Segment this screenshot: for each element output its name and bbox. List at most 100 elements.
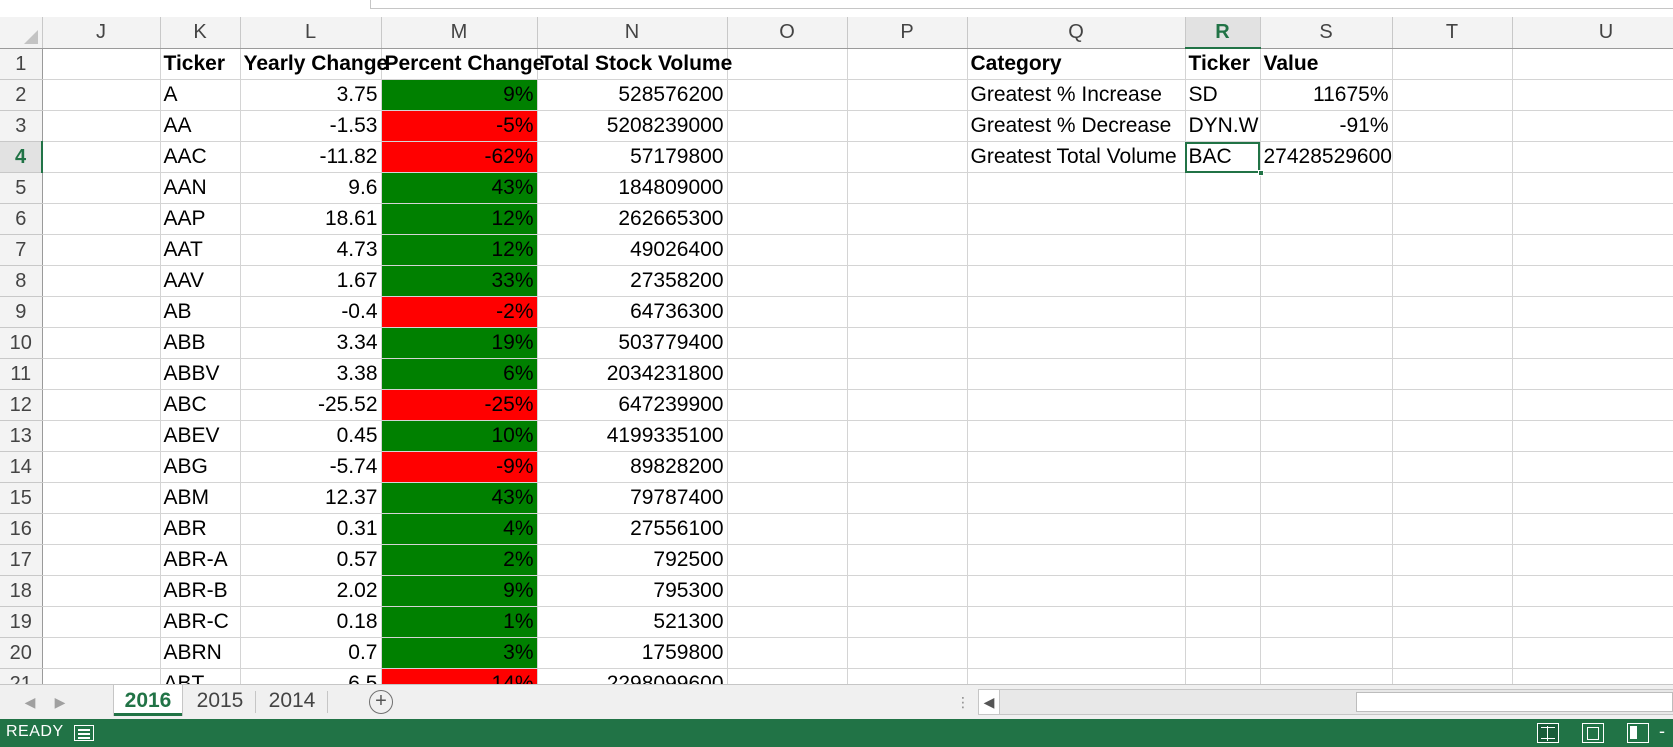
row-header[interactable]: 19	[0, 606, 43, 638]
cell-r[interactable]	[1185, 420, 1261, 452]
total-volume-cell[interactable]: 792500	[537, 544, 728, 576]
percent-change-cell[interactable]: 12%	[381, 203, 538, 235]
cell-p[interactable]	[847, 358, 968, 390]
yearly-change-cell[interactable]: 3.75	[240, 79, 382, 111]
sheet-tab-2014[interactable]: 2014	[268, 689, 316, 712]
cell-p[interactable]	[847, 420, 968, 452]
cell-o[interactable]	[727, 172, 848, 204]
cell-p[interactable]	[847, 389, 968, 421]
cell-r[interactable]	[1185, 482, 1261, 514]
percent-change-cell[interactable]: -25%	[381, 389, 538, 421]
cell-o[interactable]	[727, 482, 848, 514]
cell-j[interactable]	[42, 451, 161, 483]
cell-p[interactable]	[847, 451, 968, 483]
cell-j[interactable]	[42, 513, 161, 545]
cell-q[interactable]	[967, 265, 1186, 297]
cell-p[interactable]	[847, 327, 968, 359]
cell-t[interactable]	[1392, 79, 1513, 111]
yearly-change-cell[interactable]: 0.57	[240, 544, 382, 576]
row-header[interactable]: 10	[0, 327, 43, 359]
row-header[interactable]: 15	[0, 482, 43, 514]
row-header[interactable]: 14	[0, 451, 43, 483]
cell-t[interactable]	[1392, 451, 1513, 483]
total-volume-cell[interactable]: 27358200	[537, 265, 728, 297]
cell-p[interactable]	[847, 544, 968, 576]
cell-o1[interactable]	[727, 48, 848, 80]
row-header[interactable]: 12	[0, 389, 43, 421]
column-header-n[interactable]: N	[537, 17, 728, 49]
cell-j[interactable]	[42, 110, 161, 142]
percent-change-cell[interactable]: -2%	[381, 296, 538, 328]
cell-o[interactable]	[727, 451, 848, 483]
cell-s[interactable]	[1260, 172, 1393, 204]
cell-r[interactable]	[1185, 327, 1261, 359]
row-header[interactable]: 8	[0, 265, 43, 297]
cell-s[interactable]	[1260, 451, 1393, 483]
ticker-cell[interactable]: AAT	[160, 234, 241, 266]
cell-j[interactable]	[42, 544, 161, 576]
cell-u[interactable]	[1512, 327, 1673, 359]
cell-j[interactable]	[42, 296, 161, 328]
cell-u[interactable]	[1512, 141, 1673, 173]
cell-j[interactable]	[42, 234, 161, 266]
cell-u[interactable]	[1512, 358, 1673, 390]
cell-r[interactable]	[1185, 203, 1261, 235]
cell-q[interactable]	[967, 389, 1186, 421]
ticker-cell[interactable]: ABM	[160, 482, 241, 514]
total-volume-cell[interactable]: 57179800	[537, 141, 728, 173]
formula-bar-edge[interactable]	[370, 0, 1673, 9]
fill-handle[interactable]	[1257, 170, 1264, 176]
ticker-cell[interactable]: ABEV	[160, 420, 241, 452]
column-header-o[interactable]: O	[727, 17, 848, 49]
scroll-tabs-right-icon[interactable]: ▶	[54, 694, 66, 710]
column-header-k[interactable]: K	[160, 17, 241, 49]
yearly-change-cell[interactable]: -1.53	[240, 110, 382, 142]
cell-s[interactable]	[1260, 482, 1393, 514]
scroll-tabs-left-icon[interactable]: ◀	[24, 694, 36, 710]
cell-t[interactable]	[1392, 296, 1513, 328]
cell-u[interactable]	[1512, 389, 1673, 421]
column-header-j[interactable]: J	[42, 17, 161, 49]
cell-j[interactable]	[42, 606, 161, 638]
row-header[interactable]: 5	[0, 172, 43, 204]
cell-p[interactable]	[847, 203, 968, 235]
row-header[interactable]: 20	[0, 637, 43, 669]
total-volume-cell[interactable]: 2034231800	[537, 358, 728, 390]
cell-r[interactable]	[1185, 513, 1261, 545]
cell-o[interactable]	[727, 389, 848, 421]
cell-q[interactable]	[967, 296, 1186, 328]
percent-change-cell[interactable]: -9%	[381, 451, 538, 483]
ticker-cell[interactable]: ABC	[160, 389, 241, 421]
sheet-tab-2015[interactable]: 2015	[196, 689, 244, 712]
row-header[interactable]: 7	[0, 234, 43, 266]
percent-change-cell[interactable]: 2%	[381, 544, 538, 576]
cell-o[interactable]	[727, 141, 848, 173]
cell-u1[interactable]	[1512, 48, 1673, 80]
cell-s[interactable]	[1260, 668, 1393, 684]
cell-p[interactable]	[847, 575, 968, 607]
percent-change-cell[interactable]: 33%	[381, 265, 538, 297]
cell-u[interactable]	[1512, 637, 1673, 669]
total-volume-cell[interactable]: 184809000	[537, 172, 728, 204]
percent-change-cell[interactable]: 3%	[381, 637, 538, 669]
cell-j[interactable]	[42, 79, 161, 111]
cell-j[interactable]	[42, 327, 161, 359]
cell-s[interactable]	[1260, 606, 1393, 638]
cell-o[interactable]	[727, 234, 848, 266]
cell-p[interactable]	[847, 79, 968, 111]
summary-value-cell[interactable]: -91%	[1260, 110, 1393, 142]
cell-p[interactable]	[847, 141, 968, 173]
cell-j[interactable]	[42, 575, 161, 607]
cell-o[interactable]	[727, 265, 848, 297]
row-header[interactable]: 3	[0, 110, 43, 142]
cell-j[interactable]	[42, 637, 161, 669]
cell-r[interactable]	[1185, 668, 1261, 684]
cell-u[interactable]	[1512, 668, 1673, 684]
percent-change-cell[interactable]: 12%	[381, 234, 538, 266]
normal-view-icon[interactable]	[1537, 723, 1559, 743]
cell-s[interactable]	[1260, 327, 1393, 359]
yearly-change-cell[interactable]: 6.5	[240, 668, 382, 684]
percent-change-cell[interactable]: -62%	[381, 141, 538, 173]
ticker-cell[interactable]: ABR-A	[160, 544, 241, 576]
cell-o[interactable]	[727, 513, 848, 545]
